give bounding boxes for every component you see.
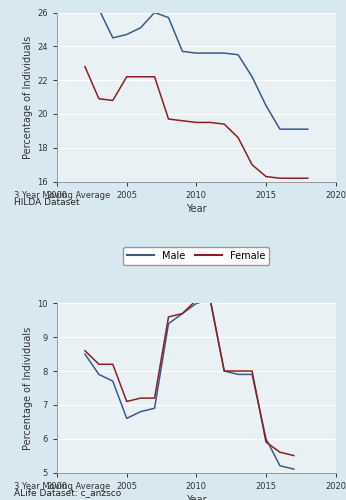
Text: ALife Dataset: c_anzsco: ALife Dataset: c_anzsco — [14, 488, 121, 498]
X-axis label: Year: Year — [186, 494, 207, 500]
Y-axis label: Percentage of Individuals: Percentage of Individuals — [24, 326, 34, 450]
Text: 3 Year Moving Average: 3 Year Moving Average — [14, 190, 110, 200]
X-axis label: Year: Year — [186, 204, 207, 214]
Y-axis label: Percentage of Individuals: Percentage of Individuals — [23, 36, 33, 158]
Legend: Male, Female: Male, Female — [123, 247, 270, 264]
Text: 3 Year Moving Average: 3 Year Moving Average — [14, 482, 110, 490]
Text: HILDA Dataset: HILDA Dataset — [14, 198, 79, 206]
